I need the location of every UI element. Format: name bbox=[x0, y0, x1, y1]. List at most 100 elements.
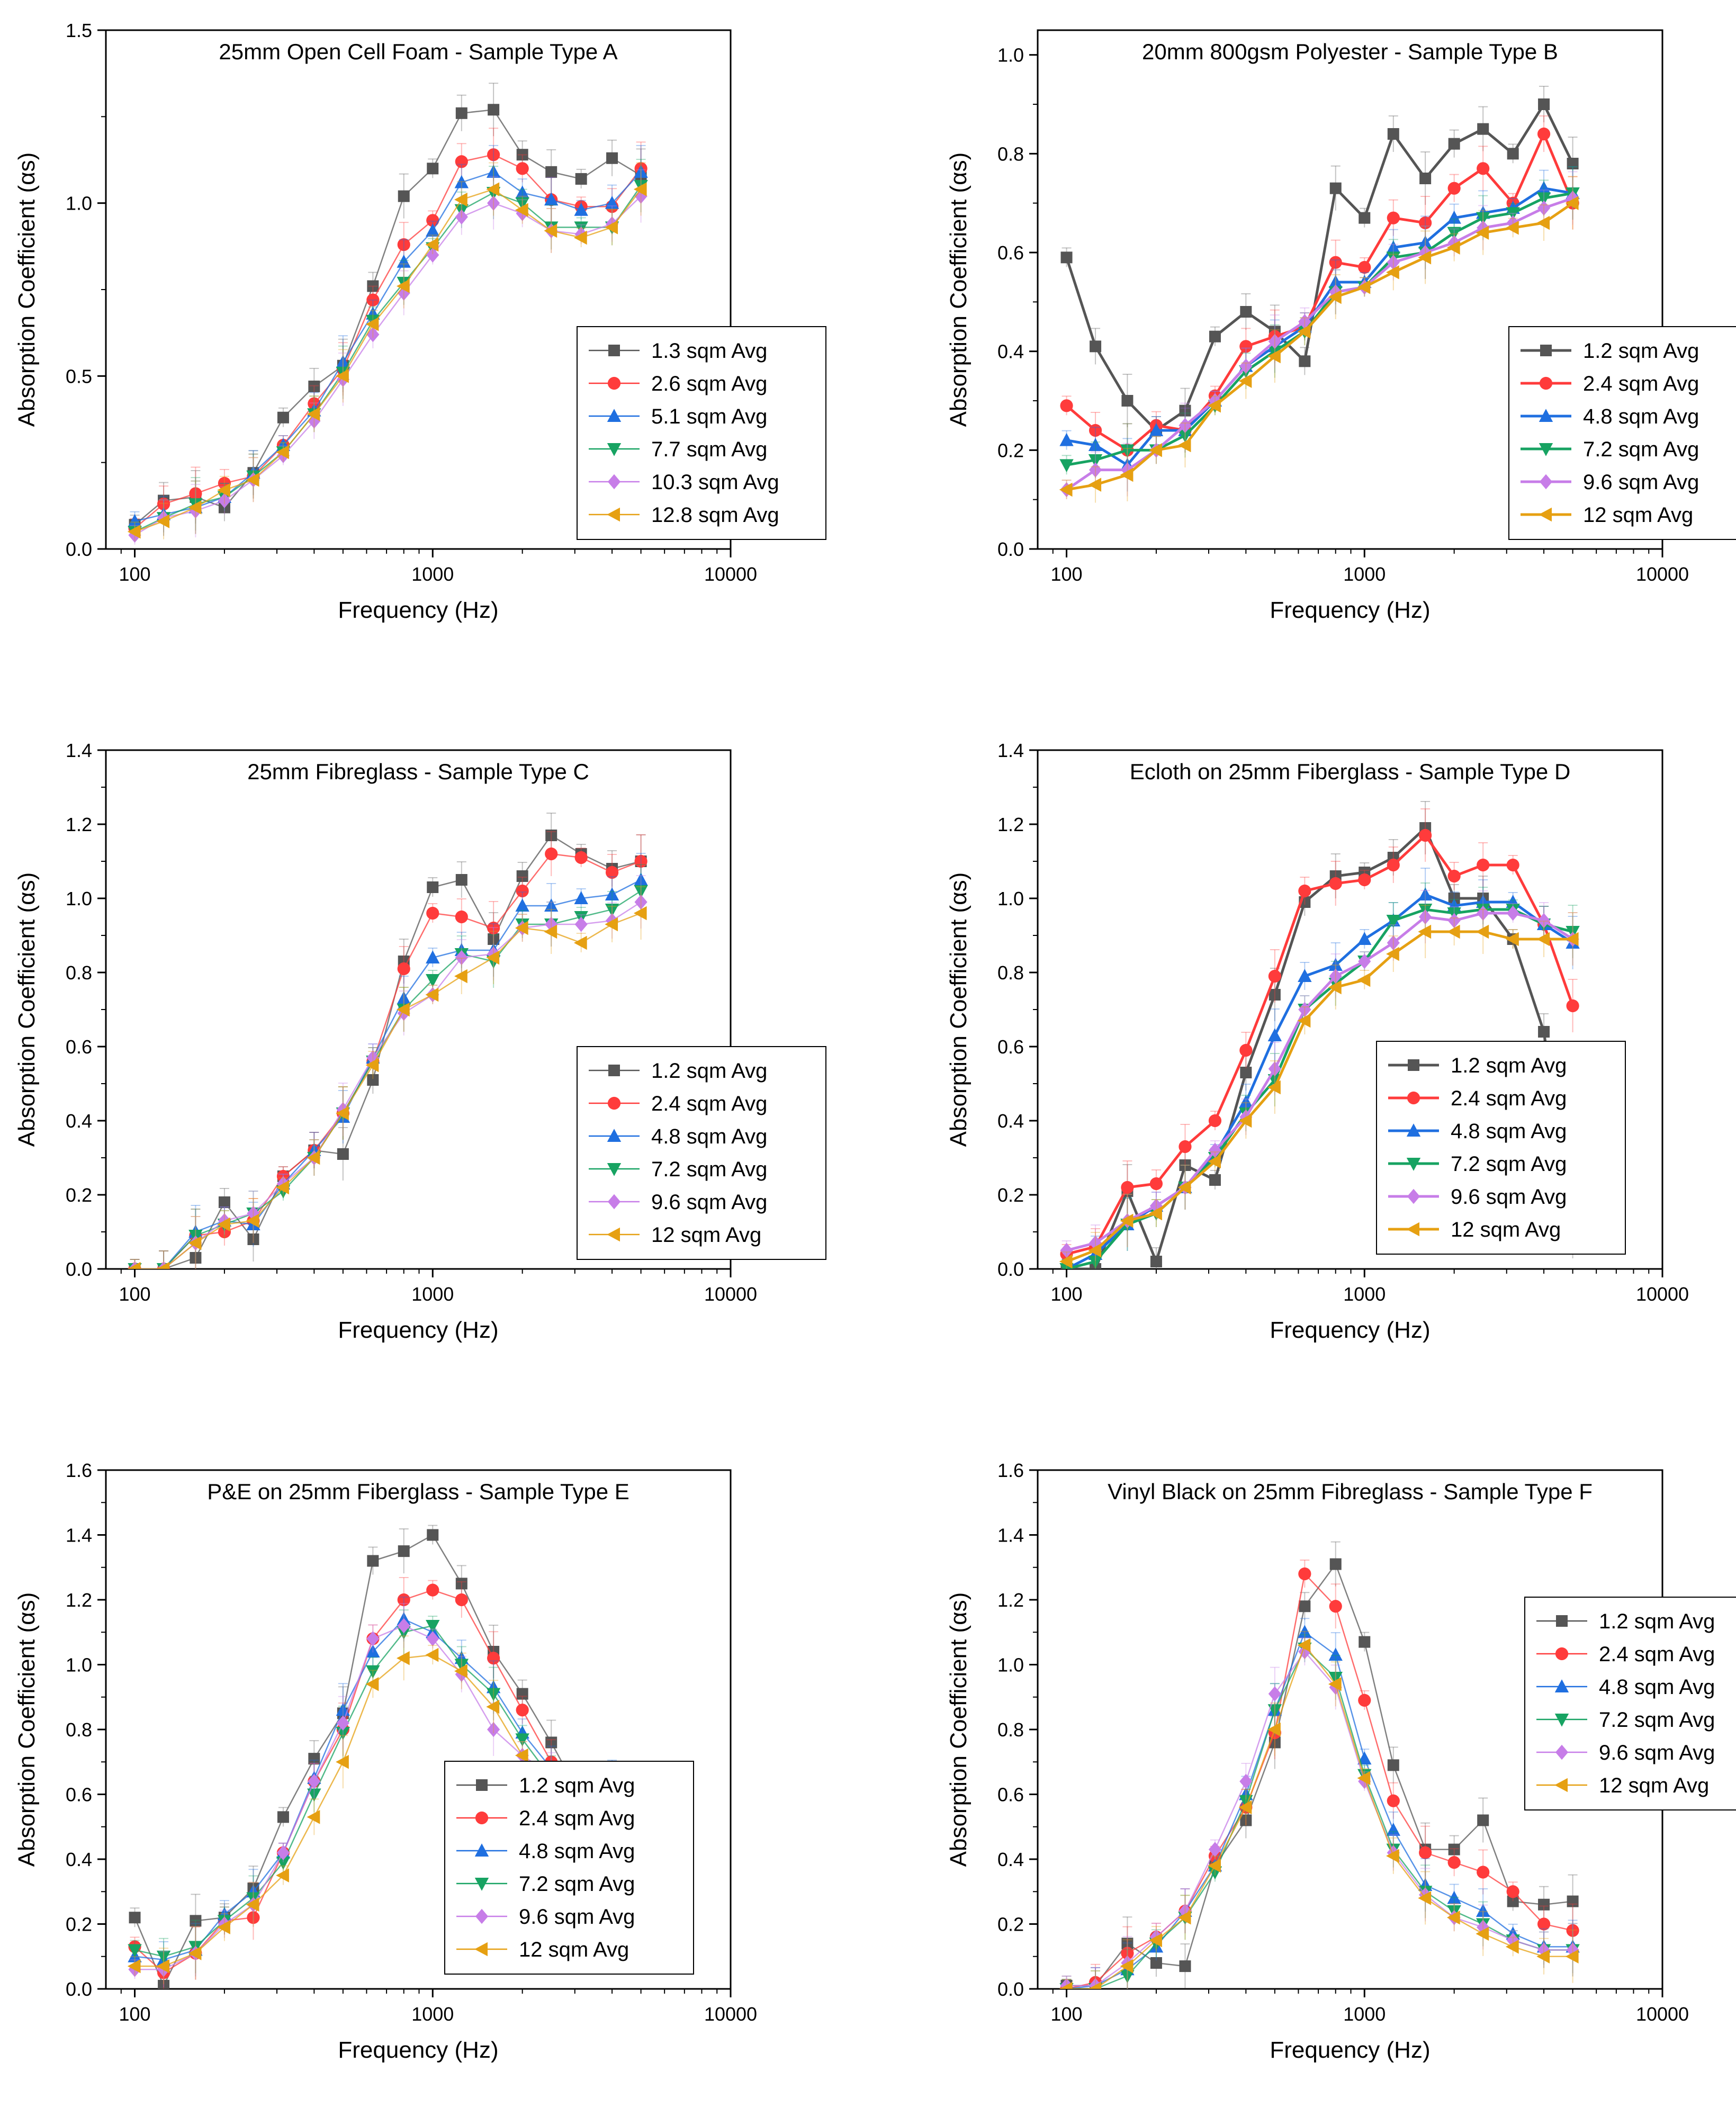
data-point bbox=[1088, 1243, 1102, 1258]
chart-panel-b: 20mm 800gsm Polyester - Sample Type B 0.0… bbox=[946, 29, 1736, 623]
data-point bbox=[1539, 376, 1553, 390]
data-point bbox=[128, 514, 142, 527]
legend-label: 1.2 sqm Avg bbox=[1451, 1054, 1567, 1077]
x-tick-label: 10000 bbox=[1636, 1283, 1689, 1305]
data-point bbox=[365, 317, 379, 331]
data-point bbox=[427, 163, 439, 175]
data-point bbox=[1299, 1600, 1311, 1612]
y-tick-label: 1.6 bbox=[66, 1460, 92, 1481]
data-point bbox=[1267, 1722, 1281, 1737]
data-point bbox=[1447, 869, 1461, 883]
data-point bbox=[487, 1722, 500, 1737]
data-point bbox=[574, 202, 588, 216]
data-point bbox=[573, 230, 587, 245]
series-2 bbox=[1060, 808, 1579, 1265]
series-6 bbox=[127, 162, 647, 542]
y-tick-label: 1.2 bbox=[997, 814, 1024, 835]
data-point bbox=[366, 1665, 380, 1679]
data-point bbox=[475, 1908, 489, 1924]
data-point bbox=[366, 293, 380, 307]
data-point bbox=[607, 1163, 622, 1176]
series-line bbox=[134, 890, 642, 1269]
data-point bbox=[336, 369, 349, 383]
series-line bbox=[1066, 1644, 1573, 1989]
data-point bbox=[1476, 212, 1490, 226]
y-tick-label: 1.0 bbox=[66, 1654, 92, 1676]
y-tick-label: 1.0 bbox=[66, 193, 92, 214]
y-tick-label: 0.6 bbox=[66, 1784, 92, 1806]
legend-label: 4.8 sqm Avg bbox=[519, 1840, 635, 1863]
chart-title: Ecloth on 25mm Fiberglass - Sample Type … bbox=[1130, 759, 1571, 784]
legend-label: 9.6 sqm Avg bbox=[1599, 1741, 1715, 1764]
data-point bbox=[397, 962, 410, 976]
data-point bbox=[1088, 438, 1103, 451]
data-point bbox=[488, 933, 500, 945]
data-point bbox=[1179, 1159, 1191, 1171]
data-point bbox=[455, 874, 467, 886]
data-point bbox=[634, 188, 647, 204]
legend-label: 1.3 sqm Avg bbox=[651, 339, 767, 363]
x-axis-label: Frequency (Hz) bbox=[1270, 597, 1430, 623]
data-point bbox=[455, 155, 468, 168]
chart-panel-d: Ecloth on 25mm Fiberglass - Sample Type … bbox=[946, 740, 1689, 1343]
data-point bbox=[1477, 905, 1490, 921]
y-tick-label: 1.0 bbox=[66, 888, 92, 909]
data-point bbox=[247, 1233, 259, 1245]
data-point bbox=[307, 407, 320, 421]
y-tick-label: 1.2 bbox=[997, 1589, 1024, 1611]
data-point bbox=[276, 1845, 290, 1861]
data-point bbox=[634, 885, 648, 898]
data-point bbox=[1089, 462, 1102, 478]
x-tick-label: 1000 bbox=[411, 563, 454, 585]
data-point bbox=[1555, 1744, 1569, 1760]
y-tick-label: 0.6 bbox=[66, 1036, 92, 1058]
data-point bbox=[1506, 858, 1519, 872]
data-point bbox=[1329, 1600, 1342, 1613]
data-point bbox=[1298, 969, 1312, 982]
data-point bbox=[396, 279, 410, 293]
series-line bbox=[134, 195, 642, 536]
x-axis-label: Frequency (Hz) bbox=[1270, 1317, 1430, 1343]
data-point bbox=[1208, 399, 1221, 413]
data-point bbox=[487, 195, 500, 211]
data-point bbox=[516, 1704, 529, 1717]
series-line bbox=[134, 185, 642, 533]
data-point bbox=[516, 1688, 528, 1700]
data-point bbox=[397, 991, 411, 1004]
data-point bbox=[476, 1779, 488, 1791]
data-point bbox=[607, 1194, 621, 1210]
x-tick-label: 100 bbox=[119, 1283, 150, 1305]
data-point bbox=[1536, 181, 1551, 194]
data-point bbox=[1447, 1856, 1461, 1869]
data-point bbox=[1418, 887, 1433, 900]
y-tick-label: 0.4 bbox=[997, 1849, 1024, 1870]
series-line bbox=[134, 109, 642, 526]
data-point bbox=[1567, 1895, 1579, 1907]
data-point bbox=[246, 1213, 259, 1228]
x-tick-label: 10000 bbox=[1636, 563, 1689, 585]
data-point bbox=[1506, 207, 1520, 221]
series-5 bbox=[1060, 1637, 1579, 1989]
x-tick-label: 10000 bbox=[704, 563, 757, 585]
x-tick-label: 1000 bbox=[1343, 1283, 1386, 1305]
legend-label: 12 sqm Avg bbox=[651, 1223, 761, 1247]
series-line bbox=[1066, 1647, 1573, 1989]
data-point bbox=[1386, 265, 1399, 280]
data-point bbox=[307, 1150, 320, 1165]
data-point bbox=[1505, 1940, 1519, 1954]
data-point bbox=[367, 280, 379, 292]
series-4 bbox=[128, 159, 648, 542]
data-point bbox=[1120, 1959, 1134, 1974]
data-point bbox=[608, 1065, 620, 1076]
data-point bbox=[1149, 423, 1164, 436]
data-point bbox=[1178, 429, 1192, 443]
data-point bbox=[1328, 290, 1342, 304]
y-tick-label: 0.2 bbox=[66, 1184, 92, 1206]
y-tick-label: 0.8 bbox=[66, 962, 92, 984]
data-point bbox=[1209, 330, 1221, 343]
data-point bbox=[1269, 989, 1281, 1001]
data-point bbox=[307, 1788, 321, 1802]
chart-panel-e: P&E on 25mm Fiberglass - Sample Type E 0.… bbox=[14, 1460, 757, 2063]
data-point bbox=[188, 1236, 202, 1250]
data-point bbox=[189, 487, 202, 500]
